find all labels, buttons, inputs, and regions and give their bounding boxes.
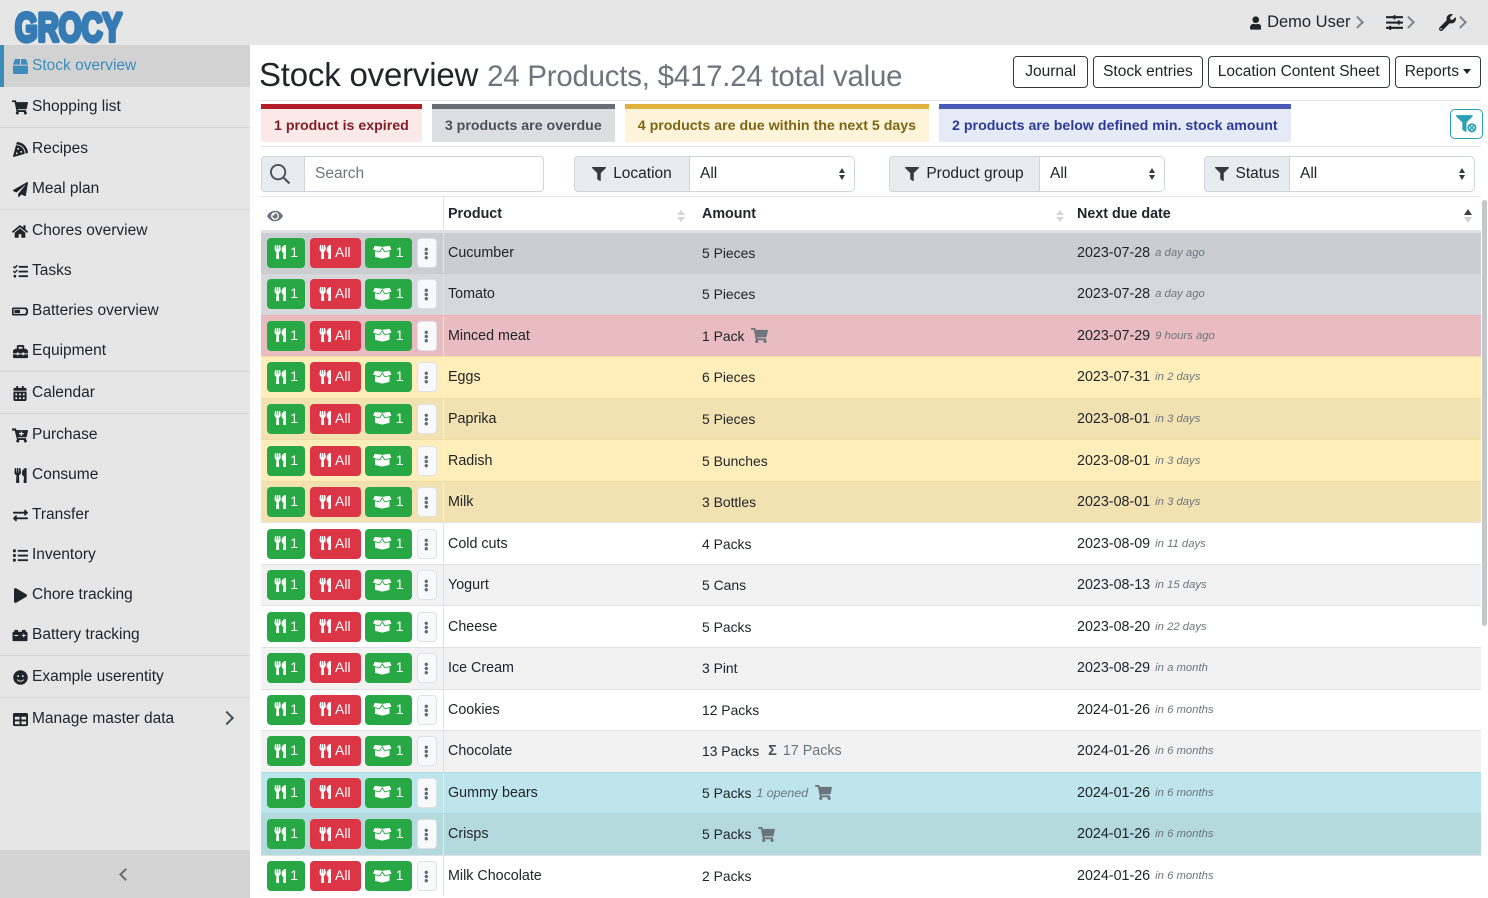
svg-text:GROCY: GROCY	[15, 6, 122, 48]
